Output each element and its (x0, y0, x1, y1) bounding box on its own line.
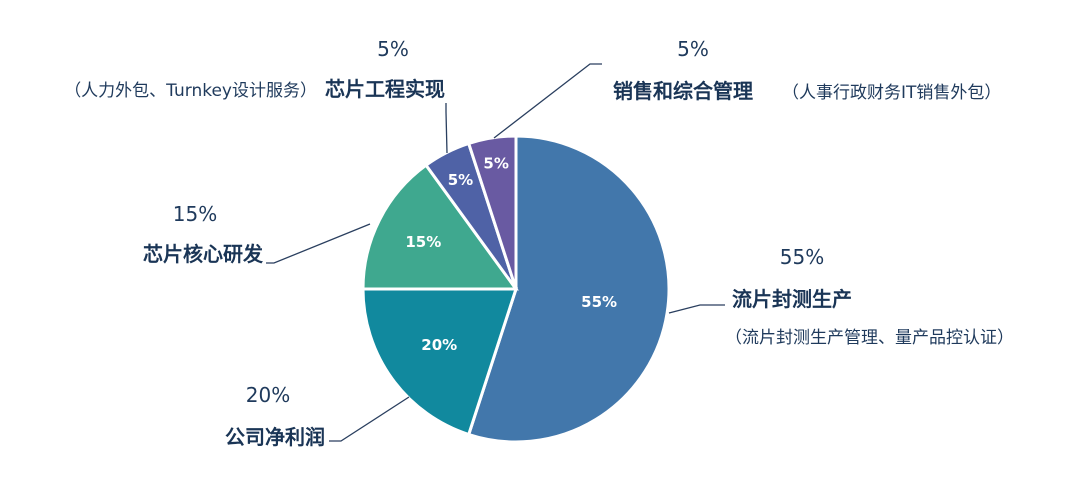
slice-value-label: 20% (246, 383, 290, 407)
slice-core-rd (361, 163, 519, 291)
callout-sales-admin: 5% 销售和综合管理 （人事行政财务IT销售外包） (613, 37, 1001, 103)
callout-core-rd: 15% 芯片核心研发 (143, 202, 264, 266)
slice-name-label: 芯片工程实现 (325, 77, 445, 101)
slice-description: （人力外包、Turnkey设计服务） (64, 81, 317, 101)
inner-labels: 55% 20% 15% 5% 5% (405, 155, 617, 354)
slice-net-profit (361, 287, 519, 437)
leader-line (493, 63, 602, 139)
callout-production: 55% 流片封测生产 （流片封测生产管理、量产品控认证） (725, 245, 1014, 348)
leader-line (329, 396, 410, 442)
slice-description: （人事行政财务IT销售外包） (782, 83, 1001, 103)
slice-value-label: 5% (677, 37, 709, 61)
slice-production (466, 134, 671, 444)
slice-value-label: 15% (173, 202, 217, 226)
leader-line (668, 304, 725, 314)
slice-value-label: 55% (780, 245, 824, 269)
pie-slices (361, 134, 671, 444)
slice-inner-label: 55% (581, 293, 617, 311)
slice-description: （流片封测生产管理、量产品控认证） (725, 328, 1014, 348)
leader-line (266, 223, 371, 264)
leader-line (445, 103, 448, 154)
slice-value-label: 5% (377, 37, 409, 61)
slice-inner-label: 15% (405, 233, 441, 251)
slice-inner-label: 20% (421, 336, 457, 354)
slice-name-label: 芯片核心研发 (143, 242, 264, 266)
leader-lines (266, 63, 725, 442)
callout-net-profit: 20% 公司净利润 (225, 383, 325, 449)
slice-inner-label: 5% (448, 171, 473, 189)
callout-engineering: 5% （人力外包、Turnkey设计服务） 芯片工程实现 (64, 37, 445, 101)
slice-inner-label: 5% (483, 155, 508, 173)
slice-name-label: 流片封测生产 (732, 287, 852, 311)
slice-name-label: 销售和综合管理 (613, 79, 753, 103)
slice-sales-admin (466, 134, 518, 290)
slice-name-label: 公司净利润 (225, 425, 325, 449)
